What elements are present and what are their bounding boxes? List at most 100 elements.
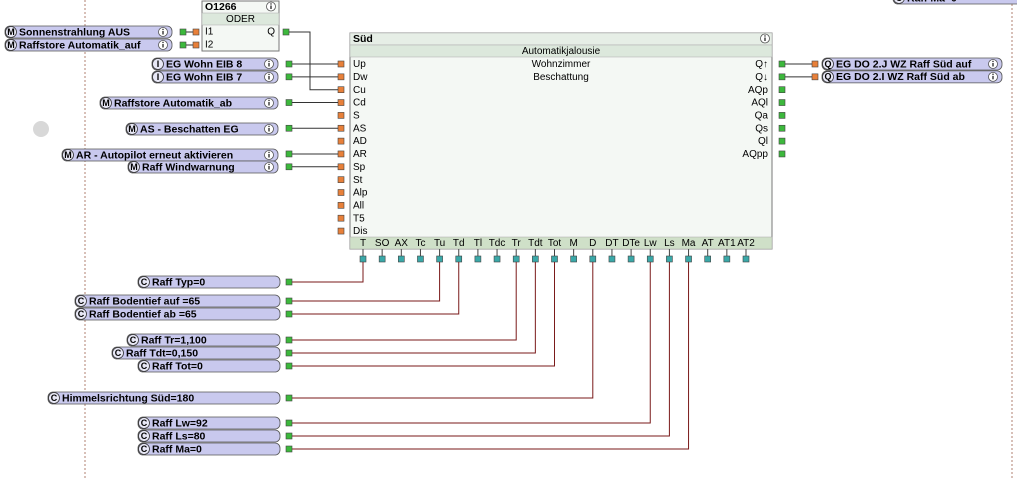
input-connector [337,86,345,93]
signal-tag[interactable] [137,275,281,289]
tag-label: Raff Bodentief auf =65 [89,295,200,307]
oder-block [201,0,280,52]
tag-badge-letter: M [64,150,72,160]
input-connector [337,150,345,158]
connector [285,60,293,68]
tag-badge-letter: C [141,444,148,454]
pin-label: AR [353,149,367,160]
pin-label: Tot [548,238,562,249]
tag-badge-letter: Q [824,59,831,69]
block-header [349,32,773,46]
pin-label: Ql [758,136,768,147]
tag-badge [893,0,905,4]
pin-label: AT2 [737,238,755,249]
pin-label: Tr [512,238,522,249]
input-connector [337,214,345,222]
input-connector [337,227,345,235]
signal-tag[interactable] [821,70,1003,84]
info-icon-stem [268,63,270,67]
wire [289,31,338,91]
pin-label: AQl [751,98,768,109]
signal-tag[interactable] [151,70,279,84]
tag-label: Raff Ma=0 [907,0,957,4]
pin-label: Ma [682,238,696,249]
signal-tag[interactable] [47,391,281,405]
connector [285,99,293,106]
info-icon-stem [992,63,994,67]
signal-tag[interactable] [4,25,173,39]
info-icon-dot [162,41,164,44]
pin-label: AT [702,238,714,249]
pin-label: T [360,238,366,249]
wire [292,262,460,315]
signal-tag[interactable] [111,346,281,360]
signal-tag[interactable] [127,160,279,174]
signal-tag[interactable] [151,57,279,71]
pin-label: Td [453,238,465,249]
input-connector [811,73,819,81]
pin-label: AS [353,123,367,134]
tag-label: Raff Tdt=0,150 [126,347,198,359]
signal-tag[interactable] [126,333,281,347]
tag-label: Raffstore Automatik_auf [19,39,141,51]
tag-badge-letter: M [7,27,15,37]
bottom-connector [589,255,597,263]
signal-tag[interactable] [892,0,1017,5]
output-connector [778,60,786,68]
tag-label: AR - Autopilot erneut aktivieren [76,149,233,161]
tag-badge-letter: C [130,335,137,345]
input-connector [192,28,200,36]
signal-tag[interactable] [74,294,281,308]
output-connector [778,150,786,158]
bottom-connector [608,255,616,263]
bottom-connector [627,255,635,263]
tag-label: Raff Ma=0 [152,443,202,455]
output-connector [778,112,786,119]
bottom-connector [704,255,712,263]
signal-tag[interactable] [137,416,281,430]
pin-label: I2 [205,40,214,51]
signal-tag[interactable] [99,96,279,110]
signal-tag[interactable] [137,429,281,443]
bottom-connector [455,255,463,263]
info-icon-dot [268,125,270,128]
info-icon-stem [268,154,270,158]
output-connector [778,86,786,93]
signal-tag[interactable] [821,57,1003,71]
info-icon-dot [268,163,270,166]
tag-badge [152,71,164,83]
input-connector [811,60,819,68]
info-icon-dot [268,151,270,154]
tag-label: Raff Bodentief ab =65 [89,308,197,320]
tag-badge-letter: M [128,124,136,134]
signal-tag[interactable] [137,442,281,456]
input-connector [337,124,345,132]
signal-tag[interactable] [125,122,279,136]
signal-tag[interactable] [74,307,281,321]
tag-badge [5,26,17,38]
tag-badge [62,149,74,161]
output-connector [778,124,786,132]
connector [285,349,293,357]
connector [179,41,187,49]
tag-label: Raffstore Automatik_ab [114,97,232,109]
bottom-connector [551,255,558,263]
tag-badge [75,295,87,307]
tag-label: Raff Typ=0 [152,276,205,288]
signal-tag[interactable] [4,38,173,52]
tag-badge [138,417,150,429]
pin-label: D [589,238,596,249]
bottom-connector [512,255,520,263]
function-block [349,32,773,250]
info-icon-stem [162,31,164,35]
tag-label: Raff Windwarnung [142,161,235,173]
input-connector [337,163,345,171]
pin-label: Lw [644,238,658,249]
info-icon-dot [268,73,270,76]
connector [285,297,293,305]
signal-tag[interactable] [137,359,281,373]
tag-label: EG DO 2.J WZ Raff Süd auf [836,58,972,70]
input-connector [337,189,345,196]
pin-label: AD [353,136,367,147]
